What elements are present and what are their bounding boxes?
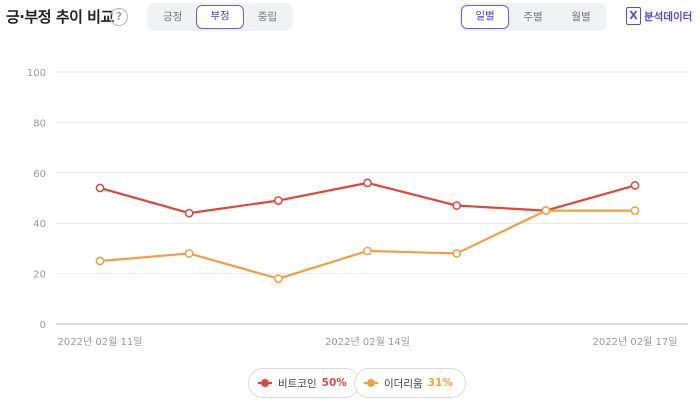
legend-item-bitcoin[interactable]: 비트코인 50% [248,368,360,398]
period-tab-group: 일별 주별 월별 [459,3,607,31]
tab-daily[interactable]: 일별 [461,5,509,29]
legend-label-ethereum: 이더리움 [384,377,423,390]
tab-positive[interactable]: 긍정 [163,11,183,23]
data-point[interactable] [95,256,105,266]
legend-percent-ethereum: 31% [427,377,453,389]
tab-neutral[interactable]: 중립 [257,11,278,23]
legend-item-ethereum[interactable]: 이더리움 31% [354,368,466,398]
x-tick-label: 2022년 02월 11일 [58,336,143,348]
series-line-0 [99,181,636,215]
y-tick-label: 60 [33,169,46,180]
tab-negative[interactable]: 부정 [196,5,244,29]
export-data-button[interactable]: X 분석데이터 [626,7,692,25]
data-point[interactable] [452,249,462,258]
data-point[interactable] [273,274,283,283]
y-tick-label: 100 [27,68,46,79]
data-point[interactable] [95,183,105,193]
y-tick-label: 80 [33,118,46,129]
x-tick-label: 2022년 02월 17일 [593,336,678,348]
data-point[interactable] [273,196,283,205]
excel-icon: X [626,7,641,25]
series-line-1 [99,209,635,280]
data-point[interactable] [630,181,640,190]
data-point[interactable] [630,206,640,215]
legend-percent-bitcoin: 50% [321,377,347,389]
data-point[interactable] [184,249,194,258]
tab-weekly[interactable]: 주별 [523,11,543,23]
export-data-label: 분석데이터 [644,10,693,23]
data-point[interactable] [363,246,372,256]
help-icon[interactable]: ? [110,8,128,26]
data-point[interactable] [363,178,372,188]
legend-label-bitcoin: 비트코인 [278,377,317,390]
y-tick-label: 20 [33,270,46,281]
y-tick-label: 0 [40,320,46,331]
data-point[interactable] [452,201,462,210]
data-point[interactable] [541,206,551,215]
legend-marker-bitcoin [258,378,272,388]
x-tick-label: 2022년 02월 14일 [325,336,410,348]
sentiment-tab-group: 긍정 부정 중립 [147,3,293,31]
y-tick-label: 40 [33,219,46,230]
data-point[interactable] [184,208,194,218]
tab-monthly[interactable]: 월별 [571,11,591,23]
page-title: 긍·부정 추이 비교 [6,8,114,26]
legend-marker-ethereum [364,378,378,388]
